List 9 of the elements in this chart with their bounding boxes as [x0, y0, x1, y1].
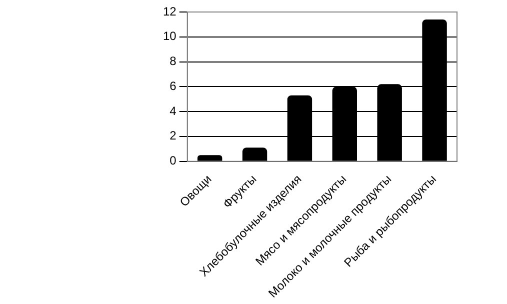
y-tick-label: 8: [170, 54, 177, 68]
y-tick-label: 10: [162, 29, 177, 44]
y-tick-label: 12: [162, 4, 177, 18]
bar: [242, 148, 268, 161]
y-tick-label: 6: [170, 78, 177, 93]
y-tick-label: 2: [170, 128, 177, 143]
bar: [197, 155, 222, 161]
y-tick-label: 0: [170, 154, 177, 168]
y-tick-label: 4: [170, 104, 177, 118]
